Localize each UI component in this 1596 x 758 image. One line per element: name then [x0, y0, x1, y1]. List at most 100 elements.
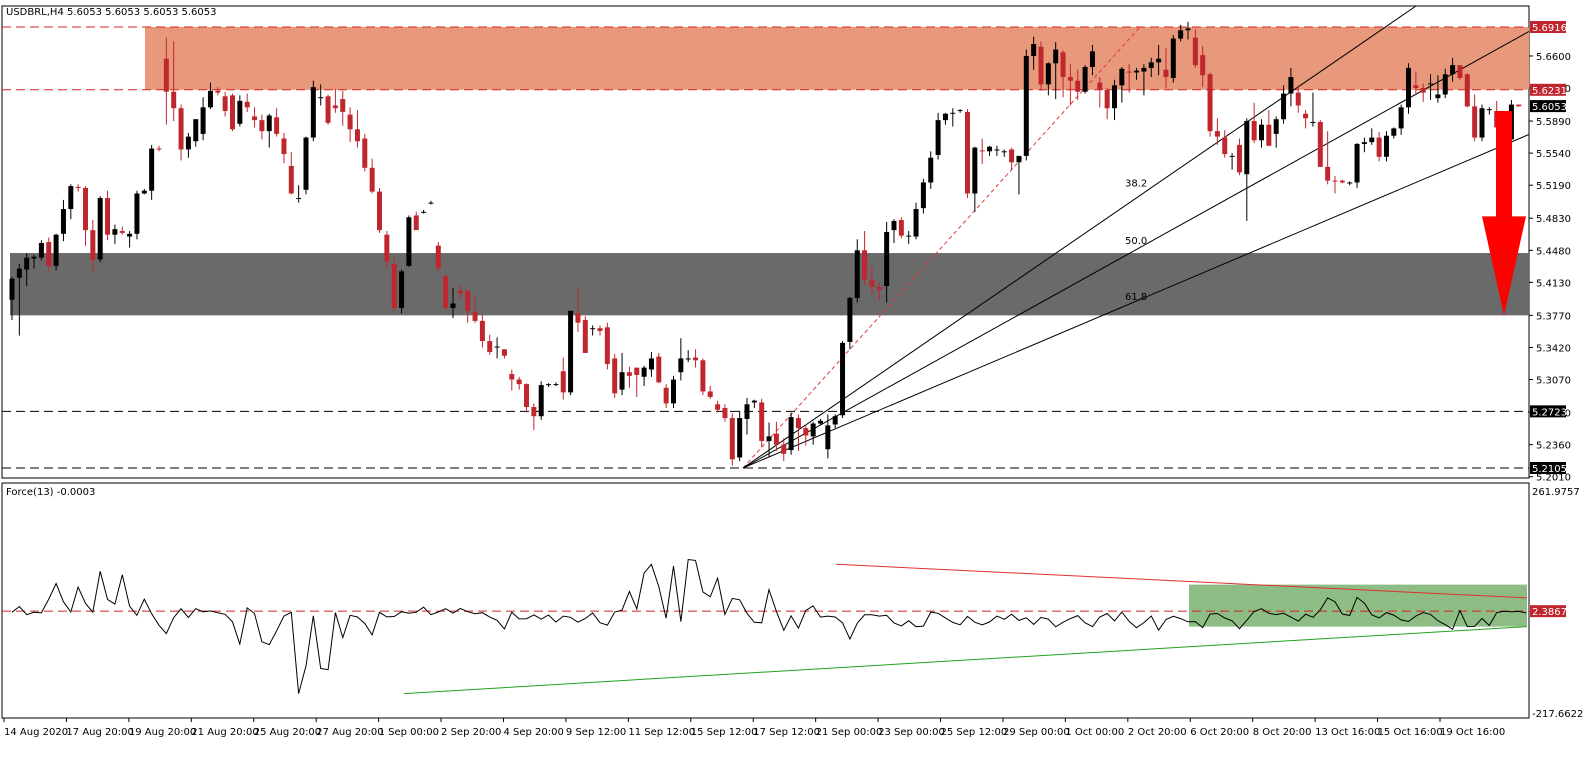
force-chart-title: Force(13) -0.0003 [6, 487, 95, 498]
candle-body [1317, 121, 1323, 167]
candle-body [1156, 58, 1162, 63]
candle-body [53, 234, 59, 266]
candle-body [656, 356, 662, 383]
candle-body [1310, 121, 1316, 123]
level-price-tag [1530, 405, 1566, 418]
fib-fan-line [742, 5, 1417, 469]
candle-body [112, 229, 118, 235]
candle-body [1442, 74, 1448, 95]
candle-body [1361, 142, 1367, 144]
candle-body [1075, 80, 1081, 92]
candle-body [1038, 46, 1044, 85]
candle-body [869, 279, 875, 287]
time-tick-label: 19 Oct 16:00 [1440, 727, 1505, 738]
candle-body [626, 372, 632, 376]
candle-body [825, 425, 831, 450]
candle-body [1229, 155, 1235, 157]
candle-body [134, 193, 140, 234]
candle-body [1236, 144, 1242, 173]
candle-body [105, 198, 111, 235]
candle-body [472, 311, 478, 321]
force-lower-trendline [403, 626, 1528, 695]
candle-body [913, 209, 919, 237]
time-tick-label: 1 Oct 00:00 [1065, 727, 1124, 738]
price-tick-label: 5.5890 [1536, 117, 1571, 128]
candle-body [663, 387, 669, 404]
candle-body [810, 423, 816, 437]
time-tick-label: 21 Aug 20:00 [191, 727, 258, 738]
candle-body [1163, 69, 1169, 78]
candle-body [266, 115, 272, 132]
time-tick-label: 25 Aug 20:00 [254, 727, 321, 738]
candle-body [1082, 66, 1088, 92]
candle-body [641, 367, 647, 377]
candle-body [288, 165, 294, 194]
candle-body [884, 231, 890, 287]
price-tick-label: 5.4480 [1536, 246, 1571, 257]
candle-body [648, 358, 654, 370]
candle-body [377, 191, 382, 231]
time-tick-label: 27 Aug 20:00 [316, 727, 383, 738]
candle-body [840, 342, 846, 416]
time-tick-label: 6 Oct 20:00 [1190, 727, 1249, 738]
candle-body [766, 436, 772, 441]
candle-body [950, 112, 956, 114]
candle-body [1009, 149, 1015, 163]
candle-body [1354, 143, 1360, 183]
time-tick-label: 25 Sep 12:00 [941, 727, 1008, 738]
candle-body [509, 374, 515, 380]
candle-body [994, 149, 1000, 151]
candle-body [185, 136, 191, 150]
candle-body [891, 220, 897, 231]
level-price-label: 5.2105 [1532, 464, 1567, 475]
force-tick-label: -217.6622 [1532, 709, 1583, 720]
candle-body [597, 328, 603, 331]
candle-body [207, 90, 213, 108]
candle-body [1222, 137, 1228, 155]
candle-body [524, 384, 529, 408]
candle-body [987, 146, 993, 152]
candle-body [1045, 63, 1051, 85]
time-tick-label: 19 Aug 20:00 [129, 727, 196, 738]
candle-body [443, 275, 449, 309]
candle-body [1259, 124, 1264, 141]
candle-body [310, 87, 316, 138]
candle-body [1119, 68, 1125, 86]
candle-body [1295, 92, 1301, 106]
candle-body [942, 113, 948, 121]
candle-body [1207, 74, 1213, 132]
candle-body [920, 182, 926, 209]
force-upper-trendline [835, 563, 1528, 599]
candle-body [722, 407, 728, 419]
resistance-zone [145, 27, 1529, 90]
candle-body [590, 328, 596, 330]
candle-body [1126, 71, 1132, 73]
candle-body [935, 120, 941, 155]
candle-body [1486, 109, 1492, 111]
time-tick-label: 4 Sep 20:00 [503, 727, 563, 738]
candle-body [281, 138, 287, 155]
candle-body [604, 327, 610, 364]
candle-body [1170, 38, 1176, 78]
fib-fan-line [742, 31, 1530, 469]
force-green-box [1189, 584, 1527, 627]
candle-body [1398, 107, 1404, 129]
force-plot-frame [1, 482, 1530, 719]
candle-body [1383, 135, 1389, 157]
candle-body [1273, 119, 1279, 134]
candle-body [1332, 180, 1338, 182]
candle-body [979, 150, 985, 152]
candle-body [759, 402, 765, 441]
candle-body [68, 186, 74, 210]
candle-body [244, 101, 250, 108]
candle-body [582, 319, 588, 353]
candle-body [1464, 74, 1470, 107]
candle-body [751, 400, 757, 403]
candle-body [678, 358, 684, 373]
candle-body [1413, 85, 1419, 89]
candle-body [1428, 83, 1434, 85]
candle-body [781, 444, 787, 454]
time-tick-label: 14 Aug 2020 [4, 727, 68, 738]
candle-body [16, 268, 22, 278]
